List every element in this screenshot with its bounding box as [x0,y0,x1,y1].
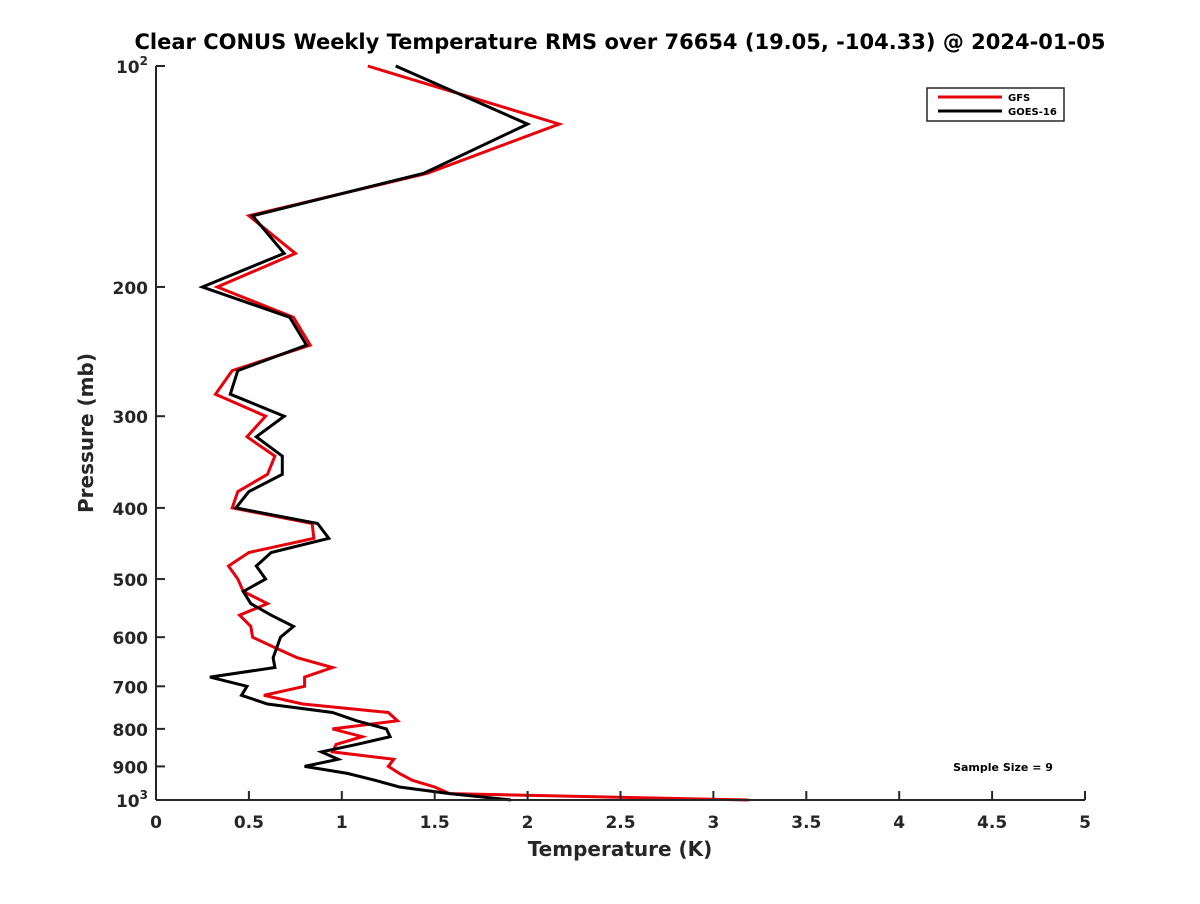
y-tick-label: 900 [113,758,149,778]
y-tick-label: 500 [113,571,149,591]
x-tick-label: 0.5 [234,813,264,833]
x-axis-label: Temperature (K) [528,837,713,861]
x-tick-label: 3.5 [791,813,821,833]
x-tick-label: 4.5 [977,813,1007,833]
chart-title: Clear CONUS Weekly Temperature RMS over … [135,30,1106,54]
series-line-goes16 [198,64,532,802]
y-tick-label: 400 [113,500,149,520]
y-tick-label: 300 [113,408,149,428]
y-axis-label: Pressure (mb) [74,353,98,513]
sample-size-annotation: Sample Size = 9 [953,761,1053,774]
x-tick-label: 2.5 [605,813,635,833]
y-tick-label: 800 [113,721,149,741]
y-tick-label: 200 [113,279,149,299]
y-tick-label: 700 [113,678,149,698]
legend-box [926,87,1065,122]
plot-area [198,64,749,802]
legend: GFS GOES-16 [926,87,1065,122]
x-tick-label: 2 [522,813,534,833]
x-tick-label: 1 [336,813,348,833]
x-tick-label: 4 [893,813,905,833]
y-tick-label: 600 [113,629,149,649]
x-tick-label: 0 [150,813,162,833]
y-tick-exponent: 3 [140,788,148,802]
x-tick-label: 3 [707,813,719,833]
y-tick-exponent: 2 [140,54,148,68]
x-tick-label: 5 [1079,813,1091,833]
legend-label-goes16: GOES-16 [1008,107,1057,118]
x-axis-ticks: 0 0.5 1 1.5 2 2.5 3 3.5 4 4.5 5 [150,791,1091,833]
x-tick-label: 1.5 [420,813,450,833]
legend-label-gfs: GFS [1008,93,1030,104]
